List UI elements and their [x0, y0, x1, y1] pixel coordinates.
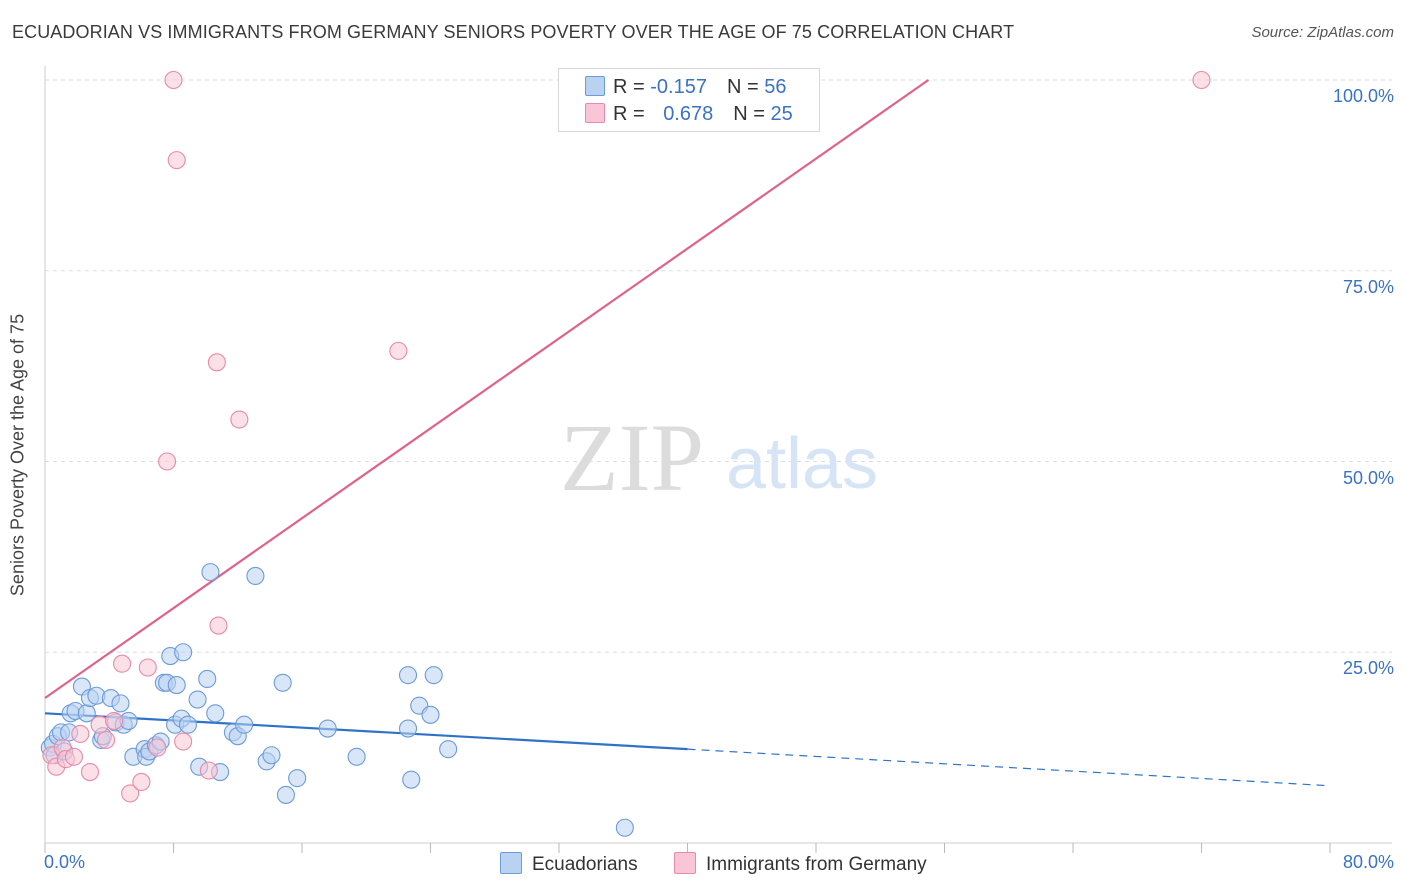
point-germany-20 — [207, 353, 226, 372]
trend-line-ecuadorians-extension — [687, 748, 1331, 787]
data-points — [40, 70, 1211, 837]
y-axis-label: Seniors Poverty Over the Age of 75 — [7, 313, 28, 597]
point-ecuadorian-30 — [167, 676, 186, 695]
point-ecuadorian-47 — [276, 785, 295, 804]
point-germany-5 — [71, 724, 90, 743]
point-germany-21 — [209, 616, 228, 635]
point-germany-22 — [230, 410, 249, 429]
point-ecuadorian-34 — [188, 690, 207, 709]
point-ecuadorian-55 — [421, 705, 440, 724]
legend-row-ecuadorians: R = -0.157 N = 56 — [585, 76, 786, 99]
point-ecuadorian-49 — [318, 719, 337, 738]
legend-swatch-blue — [585, 76, 605, 96]
legend-n-value-1: 56 — [764, 76, 787, 98]
watermark-atlas: atlas — [726, 424, 878, 504]
point-germany-4 — [64, 747, 83, 766]
point-ecuadorian-45 — [262, 746, 281, 765]
point-germany-12 — [132, 772, 151, 792]
point-ecuadorian-43 — [246, 566, 265, 586]
point-germany-6 — [80, 762, 100, 782]
point-ecuadorian-52 — [398, 719, 418, 738]
legend-n-label-2: N = — [733, 103, 771, 125]
legend-row-germany: R = 0.678 N = 25 — [585, 103, 793, 126]
point-germany-14 — [148, 738, 167, 757]
trend-lines — [44, 79, 1331, 787]
axes — [44, 66, 1392, 853]
y-tick-label-75: 75.0% — [1342, 276, 1394, 297]
legend-n-label-1: N = — [726, 76, 765, 98]
point-germany-23 — [389, 341, 408, 360]
point-ecuadorian-50 — [347, 747, 366, 766]
point-ecuadorian-36 — [198, 669, 217, 689]
point-germany-13 — [138, 658, 157, 677]
trend-line-ecuadorians — [44, 712, 688, 751]
watermark-zip: ZIP — [560, 404, 704, 511]
point-germany-17 — [167, 151, 186, 170]
grid-lines — [45, 79, 1392, 653]
bottom-legend-ecuadorians: Ecuadorians — [500, 852, 638, 876]
y-tick-label-25: 25.0% — [1342, 658, 1394, 679]
point-germany-18 — [174, 732, 193, 751]
point-germany-8 — [96, 730, 116, 750]
x-tick-label-min: 0.0% — [44, 852, 86, 872]
bottom-legend-germany: Immigrants from Germany — [674, 852, 927, 876]
bottom-legend-label-1: Ecuadorians — [532, 854, 638, 875]
point-ecuadorian-42 — [235, 715, 254, 734]
point-ecuadorian-58 — [615, 818, 634, 837]
correlation-legend: R = -0.157 N = 56 R = 0.678 N = 25 — [558, 68, 820, 132]
point-ecuadorian-32 — [174, 643, 193, 662]
chart-title: ECUADORIAN VS IMMIGRANTS FROM GERMANY SE… — [12, 22, 1015, 42]
point-ecuadorian-48 — [288, 769, 307, 788]
point-germany-10 — [113, 654, 132, 673]
chart-source: Source: ZipAtlas.com — [1251, 24, 1394, 41]
point-ecuadorian-38 — [206, 704, 225, 723]
legend-r-label-2: R = — [613, 103, 651, 125]
point-germany-24 — [1192, 70, 1211, 90]
point-germany-16 — [164, 70, 183, 90]
x-tick-label-max: 80.0% — [1342, 852, 1394, 872]
legend-n-value-2: 25 — [770, 103, 793, 125]
watermark: ZIP atlas — [560, 404, 878, 511]
bottom-legend-label-2: Immigrants from Germany — [706, 854, 927, 875]
y-tick-label-50: 50.0% — [1342, 467, 1394, 488]
point-germany-15 — [158, 452, 177, 471]
bottom-legend-swatch-blue — [500, 852, 522, 874]
point-germany-19 — [199, 761, 218, 780]
point-ecuadorian-53 — [402, 770, 421, 789]
y-tick-label-100: 100.0% — [1332, 86, 1394, 106]
legend-swatch-pink — [585, 103, 605, 123]
point-ecuadorian-46 — [273, 673, 292, 692]
legend-r-value-2: 0.678 — [663, 103, 714, 125]
point-ecuadorian-17 — [111, 694, 130, 713]
point-germany-9 — [105, 711, 124, 730]
legend-r-value-1: -0.157 — [650, 76, 707, 98]
legend-r-label-1: R = — [613, 76, 651, 98]
point-ecuadorian-57 — [439, 740, 458, 759]
trend-line-germany — [44, 79, 930, 699]
point-ecuadorian-56 — [424, 666, 443, 685]
bottom-legend-swatch-pink — [674, 852, 696, 874]
point-ecuadorian-33 — [178, 715, 198, 734]
point-germany-11 — [121, 784, 140, 803]
point-ecuadorian-51 — [398, 666, 418, 685]
point-ecuadorian-37 — [201, 563, 220, 582]
